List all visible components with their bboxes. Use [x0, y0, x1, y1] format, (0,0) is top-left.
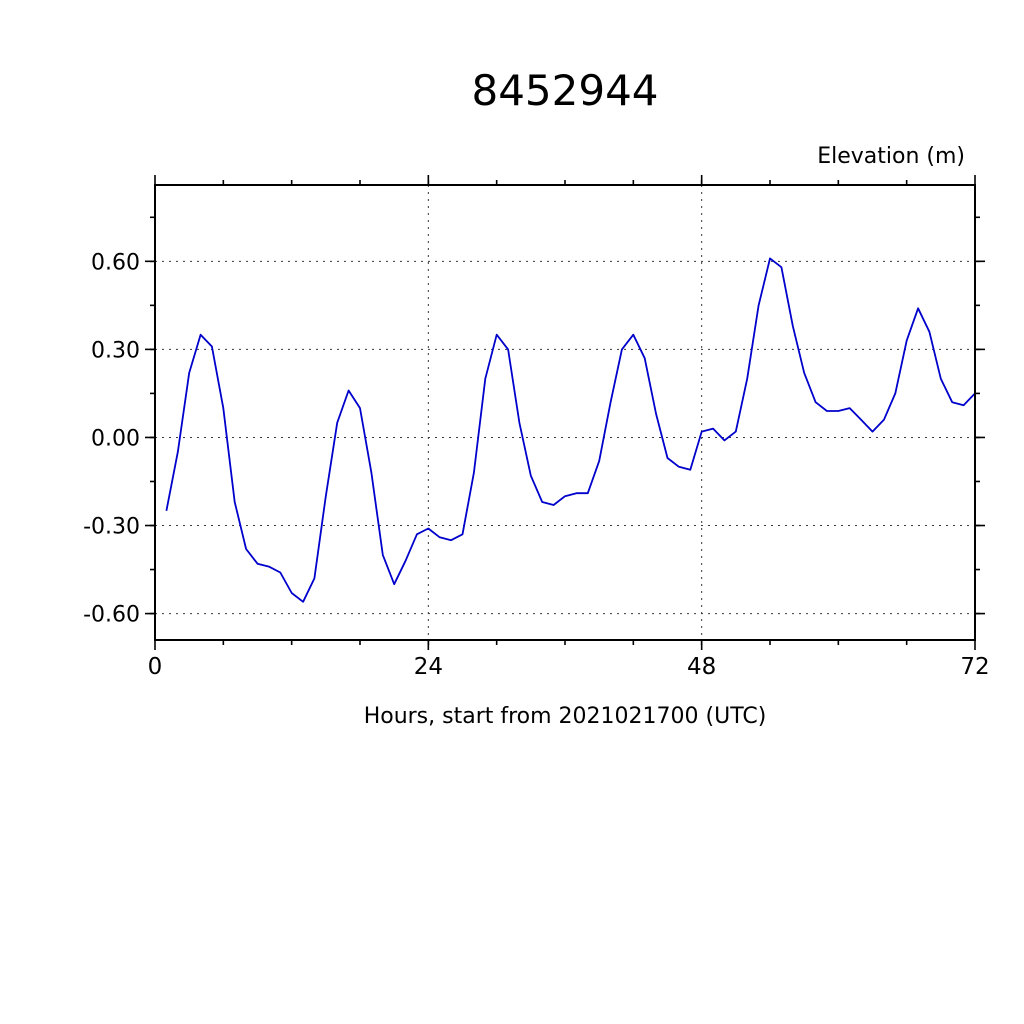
y-tick-label: -0.60 [83, 603, 140, 628]
x-tick-label: 72 [960, 654, 989, 680]
elevation-unit-label: Elevation (m) [817, 144, 965, 169]
y-tick-label: 0.60 [91, 250, 140, 275]
x-axis-label: Hours, start from 2021021700 (UTC) [364, 704, 767, 729]
elevation-line [165, 257, 976, 603]
y-tick-label: 0.00 [91, 426, 140, 451]
chart-title: 8452944 [471, 66, 658, 115]
y-tick-label: -0.30 [83, 515, 140, 540]
plot-area: 0 24 48 72 -0.60 -0.30 0.00 0.30 0.60 [83, 175, 990, 680]
x-tick-label: 0 [148, 654, 163, 680]
x-tick-label: 24 [414, 654, 443, 680]
y-tick-label: 0.30 [91, 338, 140, 363]
x-tick-label: 48 [687, 654, 716, 680]
